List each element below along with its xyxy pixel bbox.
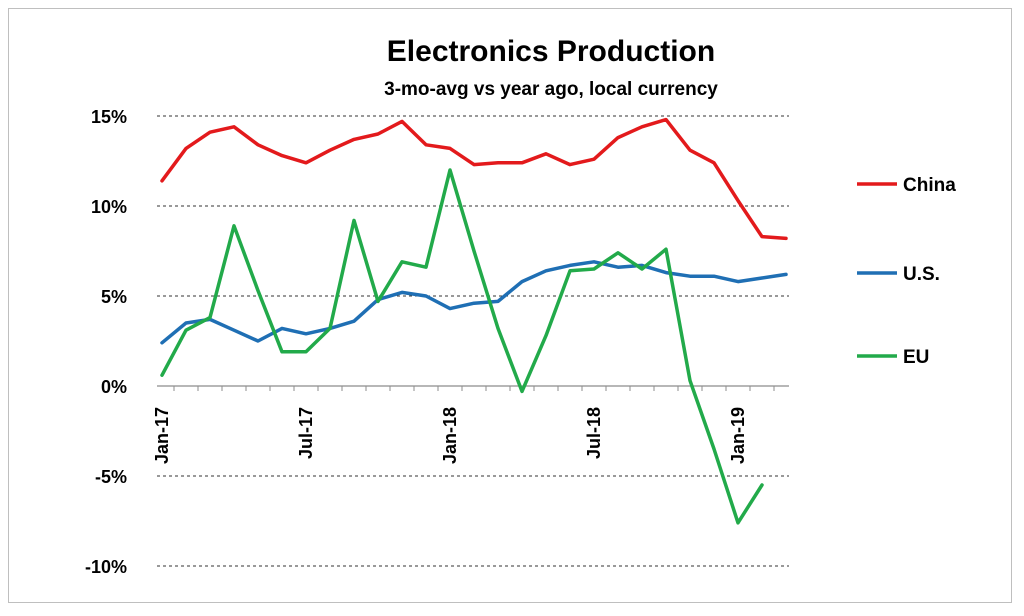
y-tick-label: 0% [101,377,127,397]
x-tick-label: Jan-17 [152,407,172,464]
y-tick-label: 15% [91,107,127,127]
y-tick-labels: 15% 10% 5% 0% -5% -10% [85,107,127,577]
legend-label: U.S. [903,264,940,285]
chart-frame: Electronics Production 3-mo-avg vs year … [8,8,1012,603]
x-tick-label: Jul-17 [296,407,316,459]
legend: China U.S. EU [857,175,956,368]
series-lines [160,117,788,525]
x-tick-label: Jan-18 [440,407,460,464]
y-tick-label: -5% [95,467,127,487]
x-tick-label: Jan-19 [728,407,748,464]
axes [157,385,789,391]
series-line-us [160,260,788,345]
x-tick-labels: Jan-17 Jul-17 Jan-18 Jul-18 Jan-19 [152,407,748,464]
series-line-eu [160,168,764,525]
legend-label: EU [903,347,929,368]
chart-title: Electronics Production [387,35,715,68]
legend-label: China [903,175,956,196]
y-tick-label: 5% [101,287,127,307]
chart-canvas: Electronics Production 3-mo-avg vs year … [85,35,956,577]
chart-subtitle: 3-mo-avg vs year ago, local currency [384,79,718,100]
y-tick-label: 10% [91,197,127,217]
series-line-china [160,117,788,241]
x-tick-label: Jul-18 [584,407,604,459]
gridlines [157,115,789,567]
y-tick-label: -10% [85,557,127,577]
